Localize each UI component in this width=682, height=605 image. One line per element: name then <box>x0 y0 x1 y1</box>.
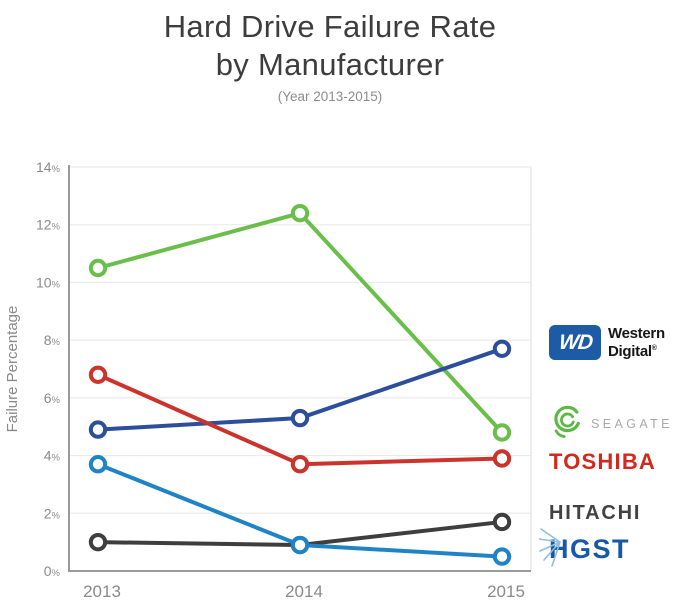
y-axis-title: Failure Percentage <box>4 306 21 433</box>
legend-hgst: HGST <box>538 528 631 567</box>
data-point-toshiba-2015 <box>492 449 512 468</box>
data-point-western-digital-2015 <box>492 339 512 358</box>
x-tick-label: 2013 <box>83 582 121 601</box>
toshiba-wordmark: TOSHIBA <box>549 449 657 474</box>
wd-logo-text: Western Digital® <box>608 326 665 359</box>
title-block: Hard Drive Failure Rate by Manufacturer … <box>0 8 660 104</box>
data-point-hitachi-2013 <box>88 532 108 552</box>
y-tick-label: 10% <box>36 274 61 290</box>
y-tick-label: 12% <box>36 217 61 233</box>
wd-logo-mark: WD <box>557 330 593 354</box>
y-tick-label: 4% <box>44 448 61 464</box>
hgst-wordmark: HGST <box>549 534 631 564</box>
data-point-western-digital-2013 <box>88 420 108 439</box>
data-point-hitachi-2015 <box>492 512 512 532</box>
y-tick-label: 8% <box>44 332 61 348</box>
seagate-wordmark: SEAGATE <box>591 416 673 431</box>
data-point-seagate-2014 <box>290 203 310 223</box>
wd-text-line2: Digital® <box>608 343 657 360</box>
hitachi-wordmark: HITACHI <box>549 502 642 524</box>
registered-mark-icon: ® <box>651 345 657 352</box>
wd-logo-badge: WD <box>549 325 601 360</box>
chart-subtitle: (Year 2013-2015) <box>277 89 383 104</box>
chart-title: Hard Drive Failure Rate by Manufacturer <box>163 9 497 82</box>
x-tick-label: 2015 <box>487 582 525 601</box>
data-point-seagate-2015 <box>492 423 512 442</box>
y-tick-label: 2% <box>44 505 61 521</box>
wd-text-line1: Western <box>608 325 665 342</box>
data-point-hgst-2013 <box>88 455 108 474</box>
data-point-western-digital-2014 <box>290 408 310 428</box>
legend-hitachi: HITACHI <box>549 502 641 525</box>
data-point-hgst-2014 <box>290 535 310 555</box>
data-point-toshiba-2014 <box>290 455 310 474</box>
data-point-seagate-2013 <box>88 258 108 278</box>
legend-western-digital: WD Western Digital® <box>549 325 665 360</box>
y-tick-label: 14% <box>36 159 61 175</box>
y-tick-label: 0% <box>44 563 61 579</box>
legend-seagate: SEAGATE <box>549 404 673 443</box>
data-point-hgst-2015 <box>492 547 512 566</box>
data-point-toshiba-2013 <box>88 365 108 384</box>
seagate-swirl-icon <box>549 404 583 443</box>
hgst-rays-icon <box>538 527 563 576</box>
legend-toshiba: TOSHIBA <box>549 449 656 475</box>
y-tick-label: 6% <box>44 390 61 406</box>
x-tick-label: 2014 <box>285 582 323 601</box>
